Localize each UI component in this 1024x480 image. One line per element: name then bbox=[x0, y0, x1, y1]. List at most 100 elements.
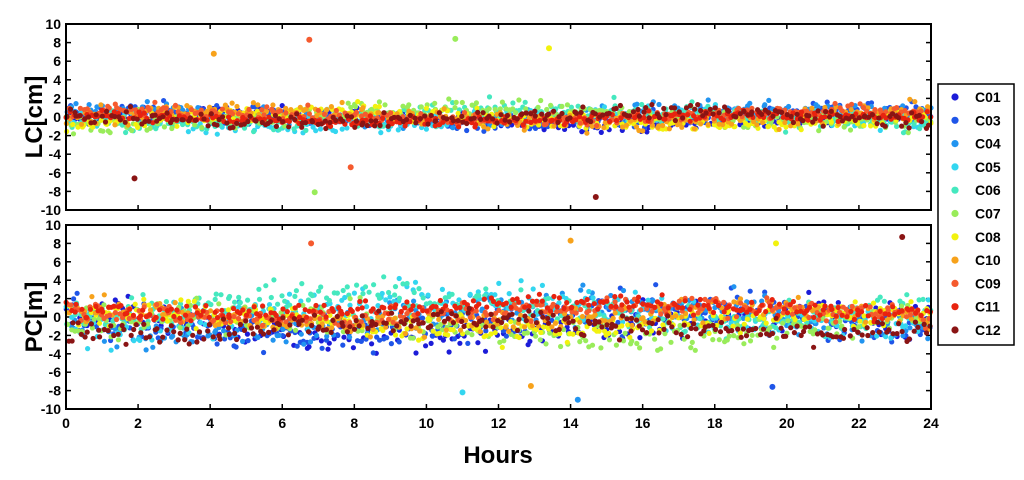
data-point-c12 bbox=[643, 105, 649, 111]
data-point-c12 bbox=[208, 111, 214, 117]
data-point-c07 bbox=[464, 330, 470, 336]
data-point-c07 bbox=[543, 341, 549, 347]
data-point-c07 bbox=[169, 125, 175, 132]
data-point-c08 bbox=[627, 334, 633, 340]
data-point-c08 bbox=[488, 331, 494, 337]
data-point-c12 bbox=[292, 116, 298, 123]
data-point-c11 bbox=[528, 119, 534, 125]
data-point-c11 bbox=[432, 123, 438, 129]
data-point-c07 bbox=[376, 99, 382, 105]
data-point-c06 bbox=[596, 311, 603, 317]
data-point-c12 bbox=[919, 119, 925, 125]
data-point-c05 bbox=[108, 347, 114, 353]
data-point-c03 bbox=[747, 288, 753, 294]
data-point-c08 bbox=[798, 127, 804, 133]
data-point-c04 bbox=[283, 339, 289, 345]
data-point-c06 bbox=[287, 302, 293, 308]
data-point-c09 bbox=[857, 101, 863, 107]
data-point-c10 bbox=[263, 108, 270, 114]
data-point-c06 bbox=[877, 294, 883, 300]
data-point-c09 bbox=[362, 111, 368, 117]
data-point-c07 bbox=[89, 325, 95, 331]
data-point-c12 bbox=[322, 118, 328, 124]
data-point-c12 bbox=[245, 118, 251, 125]
data-point-c03 bbox=[388, 341, 394, 347]
data-point-c10 bbox=[549, 324, 555, 330]
data-point-c05 bbox=[874, 333, 880, 339]
data-point-c12 bbox=[73, 113, 79, 119]
ytick-label: 2 bbox=[53, 291, 61, 307]
data-point-c12 bbox=[532, 113, 538, 119]
data-point-c12 bbox=[193, 117, 199, 123]
data-point-c12 bbox=[749, 109, 755, 115]
data-point-c11 bbox=[662, 116, 668, 122]
data-point-c04 bbox=[731, 284, 737, 290]
data-point-c04 bbox=[240, 338, 246, 344]
data-point-c12 bbox=[539, 111, 545, 117]
data-point-c07 bbox=[469, 332, 475, 338]
data-point-c05 bbox=[590, 295, 596, 301]
ytick-label: 6 bbox=[53, 254, 61, 270]
data-point-c06 bbox=[237, 300, 243, 306]
data-point-c08 bbox=[355, 99, 361, 105]
data-point-c12 bbox=[635, 106, 641, 113]
data-point-c07 bbox=[677, 322, 683, 329]
data-point-c10 bbox=[303, 106, 309, 112]
data-point-c10 bbox=[666, 126, 673, 132]
data-point-c04 bbox=[324, 333, 330, 339]
data-point-c12 bbox=[852, 117, 858, 123]
data-point-c11 bbox=[150, 120, 156, 126]
data-point-c06 bbox=[334, 290, 340, 296]
data-point-c09 bbox=[172, 102, 179, 108]
data-point-c06 bbox=[568, 104, 575, 110]
data-point-c03 bbox=[465, 340, 471, 346]
data-point-c10 bbox=[441, 106, 447, 112]
data-point-c07 bbox=[432, 100, 438, 106]
data-point-c10 bbox=[506, 328, 512, 334]
data-point-c01 bbox=[637, 335, 643, 341]
data-point-c03 bbox=[762, 289, 768, 295]
data-point-c06 bbox=[318, 284, 324, 290]
data-point-c12 bbox=[661, 105, 667, 112]
data-point-c08 bbox=[75, 124, 81, 130]
data-point-c09 bbox=[543, 121, 549, 127]
data-point-c07 bbox=[847, 127, 854, 133]
data-point-c07 bbox=[523, 106, 529, 112]
data-point-c07 bbox=[300, 302, 306, 308]
data-point-c09 bbox=[229, 111, 236, 117]
data-point-c05 bbox=[375, 303, 381, 309]
data-point-c03 bbox=[363, 336, 369, 342]
data-point-c12 bbox=[800, 118, 806, 124]
data-point-c04 bbox=[925, 336, 931, 342]
data-point-c12 bbox=[309, 119, 316, 125]
data-point-c12 bbox=[823, 109, 829, 115]
data-point-c12 bbox=[230, 124, 236, 130]
data-point-c12 bbox=[373, 118, 379, 124]
data-point-c10 bbox=[329, 325, 335, 331]
data-point-c12 bbox=[866, 114, 872, 120]
data-point-c03 bbox=[294, 343, 300, 349]
data-point-c09 bbox=[461, 110, 468, 116]
data-point-c06 bbox=[660, 316, 666, 322]
data-point-c07 bbox=[559, 103, 565, 109]
data-point-c12 bbox=[276, 116, 282, 122]
data-point-c07 bbox=[620, 338, 627, 344]
data-point-c06 bbox=[449, 291, 455, 297]
data-point-c12 bbox=[626, 113, 633, 119]
data-point-c12 bbox=[352, 124, 358, 130]
data-point-c08 bbox=[174, 123, 180, 129]
data-point-c07 bbox=[688, 345, 694, 351]
data-point-c12 bbox=[646, 115, 652, 121]
data-point-c06 bbox=[510, 100, 516, 106]
data-point-c07 bbox=[101, 302, 107, 308]
data-point-c04 bbox=[759, 298, 765, 304]
data-point-c04 bbox=[740, 315, 746, 321]
data-point-c05 bbox=[286, 291, 293, 297]
data-point-c12 bbox=[770, 113, 776, 119]
data-point-c12 bbox=[425, 121, 431, 127]
data-point-c07 bbox=[353, 104, 359, 110]
data-point-c07 bbox=[658, 346, 664, 352]
data-point-c05 bbox=[425, 292, 431, 298]
data-point-c07 bbox=[524, 330, 531, 336]
data-point-c12 bbox=[528, 111, 534, 117]
